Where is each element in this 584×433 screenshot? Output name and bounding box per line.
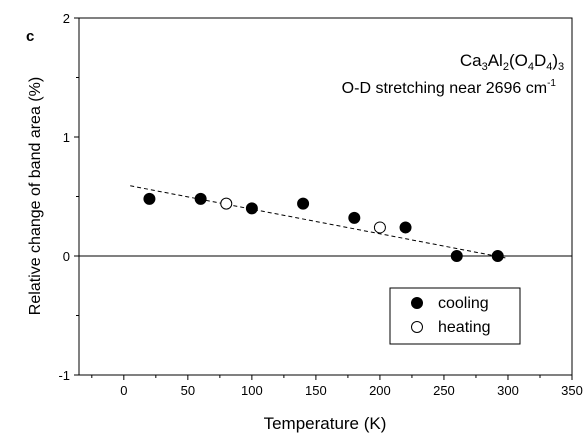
x-tick-label: 150 bbox=[305, 383, 327, 398]
x-tick-label: 0 bbox=[120, 383, 127, 398]
cooling-data-point bbox=[450, 250, 463, 262]
legend-cooling-marker bbox=[411, 297, 423, 309]
legend-heating-marker bbox=[411, 321, 423, 333]
panel-label: c bbox=[26, 28, 34, 45]
cooling-data-point bbox=[143, 192, 156, 205]
y-tick-label: -1 bbox=[58, 368, 70, 383]
data-points bbox=[143, 192, 504, 262]
legend-cooling-label: cooling bbox=[438, 295, 489, 312]
formula-annotation: Ca3Al2(O4D4)3 bbox=[460, 51, 564, 73]
y-axis-label: Relative change of band area (%) bbox=[27, 77, 44, 315]
heating-data-point bbox=[373, 221, 386, 234]
y-axis-ticks: -1 0 1 2 bbox=[58, 11, 79, 383]
cooling-data-point bbox=[245, 202, 258, 215]
cooling-data-point bbox=[491, 250, 504, 262]
cooling-data-point bbox=[194, 192, 207, 205]
x-tick-label: 300 bbox=[497, 383, 519, 398]
dashed-fit-line bbox=[130, 185, 509, 259]
x-axis-label: Temperature (K) bbox=[264, 414, 387, 433]
x-tick-label: 50 bbox=[181, 383, 195, 398]
legend-box bbox=[389, 287, 521, 345]
x-tick-label: 100 bbox=[241, 383, 263, 398]
cooling-data-point bbox=[348, 211, 361, 224]
x-tick-label: 250 bbox=[433, 383, 455, 398]
cooling-data-point bbox=[399, 221, 412, 234]
legend-heating-label: heating bbox=[438, 319, 491, 336]
x-tick-label: 200 bbox=[369, 383, 391, 398]
y-tick-label: 1 bbox=[63, 130, 70, 145]
x-tick-label: 350 bbox=[561, 383, 583, 398]
heating-data-point bbox=[220, 197, 233, 210]
cooling-data-point bbox=[297, 197, 310, 210]
x-axis-ticks: 0 50 100 150 200 250 300 350 bbox=[91, 375, 583, 398]
y-tick-label: 0 bbox=[63, 249, 70, 264]
y-tick-label: 2 bbox=[63, 11, 70, 26]
stretch-annotation: O-D stretching near 2696 cm-1 bbox=[342, 78, 557, 97]
legend: cooling heating bbox=[389, 287, 521, 345]
